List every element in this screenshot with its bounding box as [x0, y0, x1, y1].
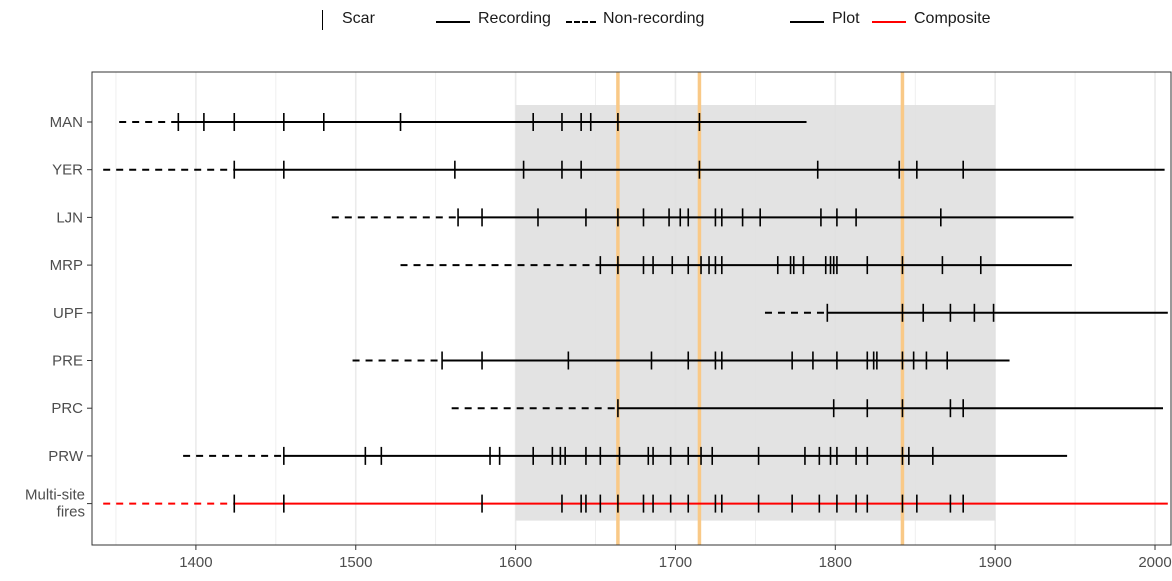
legend: Scar Recording Non-recording Plot Compos…: [0, 6, 1172, 34]
composite-legend-line: [872, 21, 906, 23]
recording-legend-line: [436, 21, 470, 23]
y-tick-label: MRP: [50, 257, 83, 274]
composite-legend-label: Composite: [914, 10, 991, 27]
x-tick-label: 1600: [499, 554, 532, 571]
x-tick-label: 1500: [339, 554, 372, 571]
scar-legend-label: Scar: [342, 10, 375, 27]
x-tick-label: 1400: [179, 554, 212, 571]
y-tick-label: MAN: [50, 114, 83, 131]
scar-legend-glyph: [322, 10, 323, 30]
y-tick-label: LJN: [56, 209, 83, 226]
y-tick-label: UPF: [53, 305, 83, 322]
nonrecording-legend-line: [566, 21, 596, 23]
x-tick-label: 1800: [819, 554, 852, 571]
x-tick-label: 1900: [978, 554, 1011, 571]
y-tick-label: PRC: [51, 400, 83, 417]
y-tick-label: PRE: [52, 353, 83, 370]
y-tick-label: Multi-site fires: [25, 487, 85, 521]
x-tick-label: 1700: [659, 554, 692, 571]
plot-legend-line: [790, 21, 824, 23]
x-tick-label: 2000: [1138, 554, 1171, 571]
plot-panel-border: [91, 71, 1172, 546]
y-tick-label: PRW: [48, 448, 84, 465]
recording-legend-label: Recording: [478, 10, 551, 27]
y-tick-label: YER: [52, 162, 83, 179]
nonrecording-legend-label: Non-recording: [603, 10, 705, 27]
plot-legend-label: Plot: [832, 10, 860, 27]
